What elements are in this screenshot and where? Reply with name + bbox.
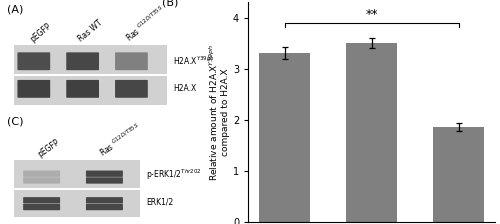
- Text: p-ERK1/2$^{Thr202}$: p-ERK1/2$^{Thr202}$: [146, 168, 202, 183]
- Y-axis label: Relative amount of H2A.X$^{Y39ph}$
compared to H2A.X: Relative amount of H2A.X$^{Y39ph}$ compa…: [208, 43, 230, 181]
- Bar: [14, 160, 140, 218]
- FancyBboxPatch shape: [115, 52, 148, 70]
- FancyBboxPatch shape: [23, 170, 60, 177]
- FancyBboxPatch shape: [23, 177, 60, 184]
- FancyBboxPatch shape: [86, 170, 123, 177]
- Text: H2A.X$^{Y39ph}$: H2A.X$^{Y39ph}$: [174, 55, 215, 67]
- Text: (A): (A): [7, 4, 24, 14]
- Text: (C): (C): [7, 117, 24, 127]
- Bar: [14, 45, 166, 105]
- FancyBboxPatch shape: [66, 80, 99, 98]
- FancyBboxPatch shape: [23, 197, 60, 203]
- Text: pEGFP: pEGFP: [28, 21, 52, 44]
- FancyBboxPatch shape: [18, 52, 50, 70]
- FancyBboxPatch shape: [23, 204, 60, 210]
- Text: Ras WT: Ras WT: [77, 19, 104, 44]
- FancyBboxPatch shape: [115, 80, 148, 98]
- Text: (B): (B): [162, 0, 178, 8]
- FancyBboxPatch shape: [18, 80, 50, 98]
- Text: Ras $^{G12D/T35S}$: Ras $^{G12D/T35S}$: [124, 3, 168, 44]
- FancyBboxPatch shape: [86, 177, 123, 184]
- FancyBboxPatch shape: [86, 204, 123, 210]
- Text: Ras $^{G12D/T35S}$: Ras $^{G12D/T35S}$: [98, 121, 144, 159]
- Bar: [260, 53, 310, 222]
- FancyBboxPatch shape: [66, 52, 99, 70]
- Text: H2A.X: H2A.X: [174, 84, 197, 93]
- Bar: [434, 127, 484, 222]
- FancyBboxPatch shape: [86, 197, 123, 203]
- Text: ERK1/2: ERK1/2: [146, 197, 174, 206]
- Bar: [346, 43, 397, 222]
- Text: **: **: [366, 8, 378, 21]
- Text: pEGFP: pEGFP: [36, 137, 62, 159]
